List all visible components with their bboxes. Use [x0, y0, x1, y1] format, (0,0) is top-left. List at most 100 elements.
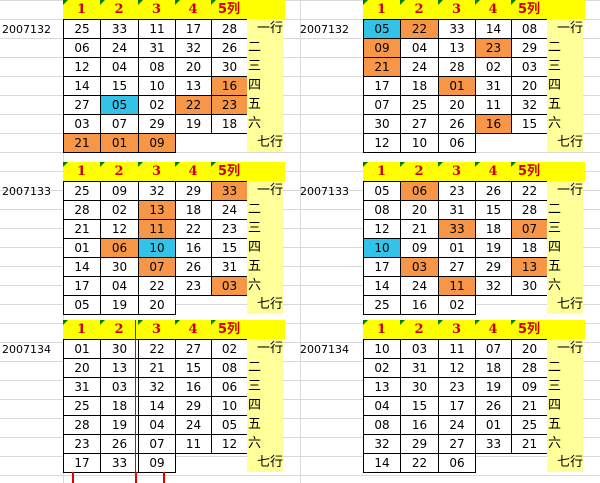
number-cell[interactable]: 05: [211, 415, 248, 435]
number-cell[interactable]: 11: [138, 19, 176, 39]
highlighted-number-orange[interactable]: 33: [211, 181, 248, 201]
number-cell[interactable]: 19: [475, 238, 512, 258]
number-cell[interactable]: 09: [100, 181, 139, 201]
number-cell[interactable]: 13: [100, 358, 139, 378]
empty-cell[interactable]: [176, 134, 212, 153]
empty-cell[interactable]: [476, 296, 512, 315]
number-cell[interactable]: 14: [363, 453, 401, 473]
number-cell[interactable]: 17: [63, 453, 101, 473]
number-cell[interactable]: 28: [63, 200, 101, 220]
number-cell[interactable]: 15: [100, 76, 139, 96]
number-cell[interactable]: 04: [363, 396, 401, 416]
highlighted-number-blue[interactable]: 10: [363, 238, 401, 258]
empty-cell[interactable]: [212, 454, 248, 473]
number-cell[interactable]: 14: [63, 257, 101, 277]
number-cell[interactable]: 20: [511, 76, 548, 96]
number-cell[interactable]: 07: [363, 95, 401, 115]
number-cell[interactable]: 21: [511, 434, 548, 454]
number-cell[interactable]: 27: [63, 95, 101, 115]
number-cell[interactable]: 29: [475, 257, 512, 277]
number-cell[interactable]: 02: [363, 358, 401, 378]
number-cell[interactable]: 33: [475, 434, 512, 454]
number-cell[interactable]: 13: [175, 76, 212, 96]
number-cell[interactable]: 26: [475, 181, 512, 201]
number-cell[interactable]: 15: [400, 396, 439, 416]
number-cell[interactable]: 30: [511, 276, 548, 296]
number-cell[interactable]: 15: [211, 238, 248, 258]
number-cell[interactable]: 08: [138, 57, 176, 77]
number-cell[interactable]: 25: [63, 181, 101, 201]
number-cell[interactable]: 07: [100, 114, 139, 134]
empty-cell[interactable]: [476, 454, 512, 473]
number-cell[interactable]: 09: [400, 238, 439, 258]
number-cell[interactable]: 23: [438, 377, 476, 397]
highlighted-number-orange[interactable]: 06: [400, 181, 439, 201]
number-cell[interactable]: 15: [175, 358, 212, 378]
number-cell[interactable]: 22: [138, 339, 176, 359]
number-cell[interactable]: 08: [363, 200, 401, 220]
number-cell[interactable]: 12: [211, 434, 248, 454]
number-cell[interactable]: 08: [511, 19, 548, 39]
highlighted-number-orange[interactable]: 11: [138, 219, 176, 239]
number-cell[interactable]: 21: [511, 396, 548, 416]
number-cell[interactable]: 21: [400, 219, 439, 239]
number-cell[interactable]: 30: [211, 57, 248, 77]
number-cell[interactable]: 02: [475, 57, 512, 77]
number-cell[interactable]: 24: [400, 276, 439, 296]
number-cell[interactable]: 29: [175, 396, 212, 416]
number-cell[interactable]: 32: [138, 181, 176, 201]
highlighted-number-orange[interactable]: 13: [511, 257, 548, 277]
number-cell[interactable]: 20: [438, 95, 476, 115]
number-cell[interactable]: 23: [438, 181, 476, 201]
number-cell[interactable]: 31: [138, 38, 176, 58]
number-cell[interactable]: 03: [100, 377, 139, 397]
number-cell[interactable]: 25: [63, 19, 101, 39]
number-cell[interactable]: 13: [363, 377, 401, 397]
number-cell[interactable]: 18: [400, 76, 439, 96]
number-cell[interactable]: 22: [175, 219, 212, 239]
empty-cell[interactable]: [176, 296, 212, 315]
number-cell[interactable]: 24: [211, 200, 248, 220]
number-cell[interactable]: 06: [438, 453, 476, 473]
number-cell[interactable]: 01: [438, 238, 476, 258]
number-cell[interactable]: 12: [63, 57, 101, 77]
number-cell[interactable]: 20: [63, 358, 101, 378]
number-cell[interactable]: 28: [211, 19, 248, 39]
number-cell[interactable]: 02: [211, 339, 248, 359]
highlighted-number-orange[interactable]: 03: [211, 276, 248, 296]
number-cell[interactable]: 14: [475, 19, 512, 39]
number-cell[interactable]: 31: [400, 358, 439, 378]
number-cell[interactable]: 14: [138, 396, 176, 416]
empty-cell[interactable]: [476, 134, 512, 153]
number-cell[interactable]: 01: [475, 415, 512, 435]
number-cell[interactable]: 27: [438, 434, 476, 454]
number-cell[interactable]: 26: [100, 434, 139, 454]
number-cell[interactable]: 31: [475, 76, 512, 96]
number-cell[interactable]: 10: [363, 339, 401, 359]
number-cell[interactable]: 26: [175, 257, 212, 277]
number-cell[interactable]: 19: [100, 295, 139, 315]
number-cell[interactable]: 08: [363, 415, 401, 435]
number-cell[interactable]: 18: [211, 114, 248, 134]
number-cell[interactable]: 32: [363, 434, 401, 454]
number-cell[interactable]: 14: [63, 76, 101, 96]
highlighted-number-blue[interactable]: 10: [138, 238, 176, 258]
number-cell[interactable]: 16: [175, 377, 212, 397]
number-cell[interactable]: 25: [400, 95, 439, 115]
number-cell[interactable]: 19: [175, 114, 212, 134]
number-cell[interactable]: 33: [438, 19, 476, 39]
highlighted-number-orange[interactable]: 21: [63, 133, 101, 153]
number-cell[interactable]: 16: [400, 295, 439, 315]
number-cell[interactable]: 23: [63, 434, 101, 454]
number-cell[interactable]: 02: [438, 295, 476, 315]
empty-cell[interactable]: [512, 454, 548, 473]
number-cell[interactable]: 29: [175, 181, 212, 201]
number-cell[interactable]: 08: [211, 358, 248, 378]
number-cell[interactable]: 11: [175, 434, 212, 454]
number-cell[interactable]: 09: [138, 453, 176, 473]
number-cell[interactable]: 32: [475, 276, 512, 296]
number-cell[interactable]: 17: [438, 396, 476, 416]
number-cell[interactable]: 11: [438, 339, 476, 359]
number-cell[interactable]: 04: [100, 57, 139, 77]
